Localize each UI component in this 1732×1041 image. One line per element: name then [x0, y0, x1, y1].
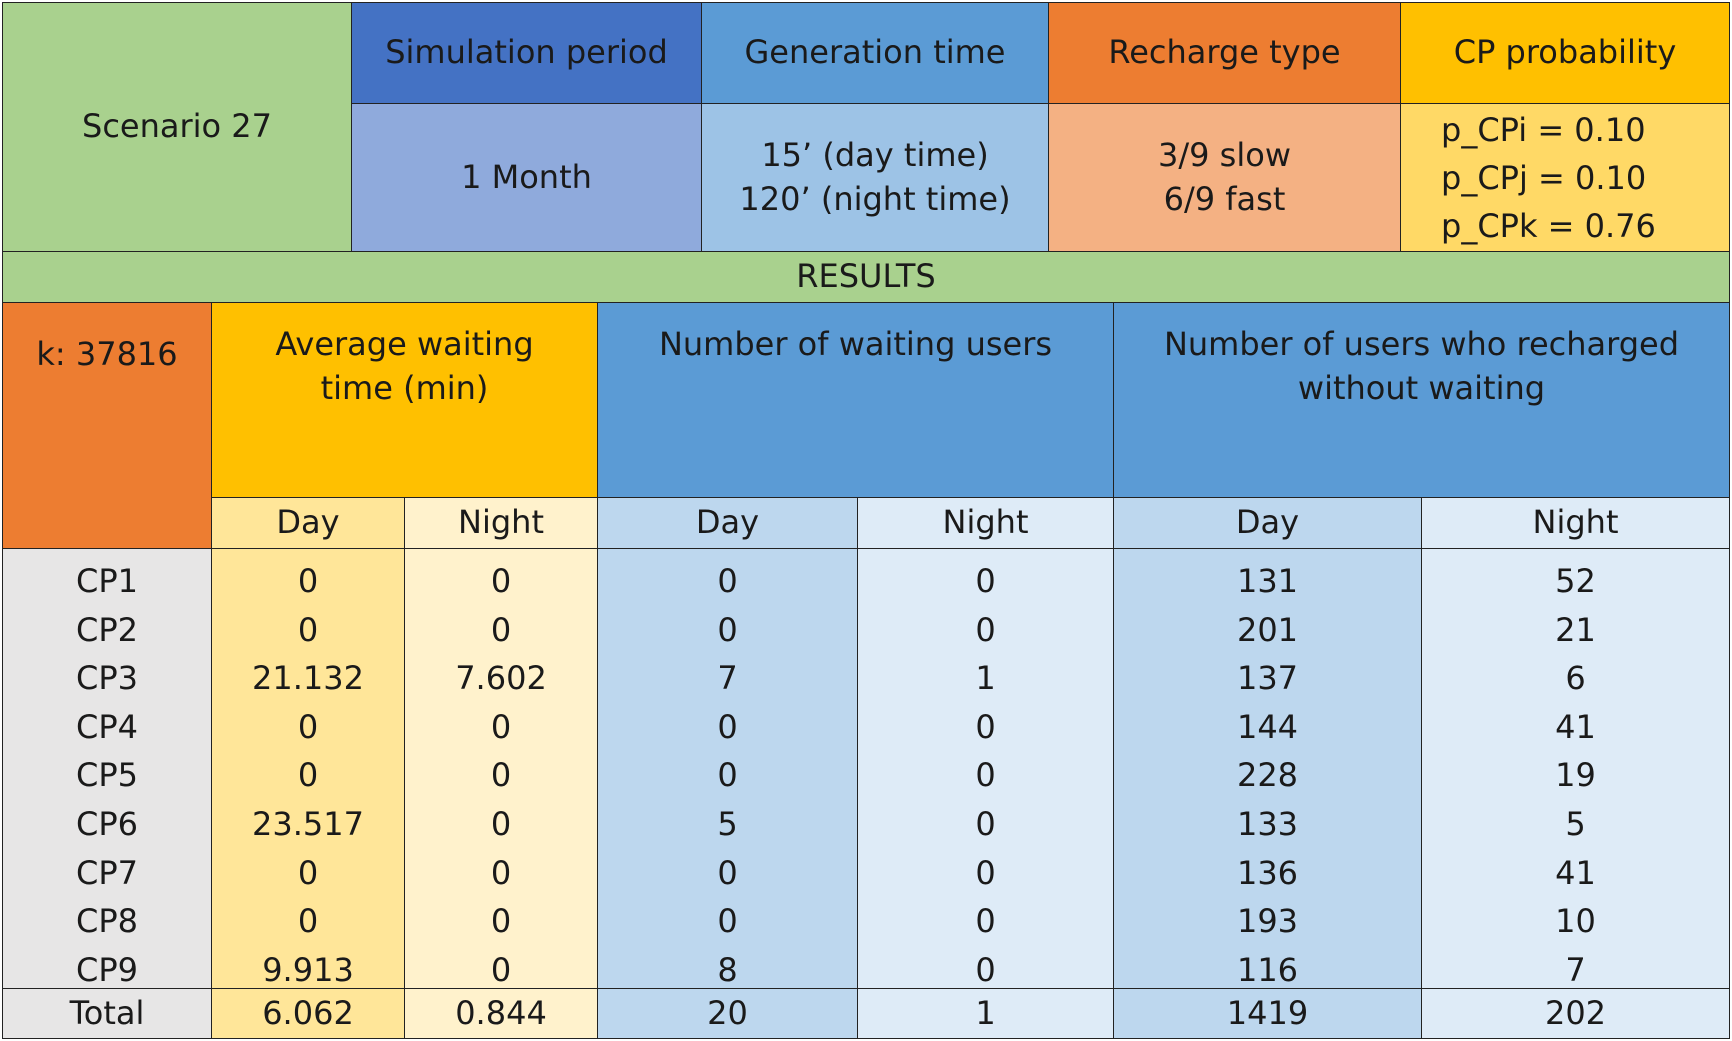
cell-nowait_day-cp3: 137 — [1236, 659, 1299, 698]
total-label: Total — [2, 988, 212, 1039]
k-label: k: 37816 — [2, 302, 212, 549]
nowait-night-header: Night — [1421, 497, 1730, 549]
cell-wait_night-cp3: 1 — [975, 659, 996, 698]
wait-day-header: Day — [597, 497, 858, 549]
cell-wait_night-cp6: 0 — [975, 804, 996, 843]
cell-cp-cp4: CP4 — [76, 707, 138, 746]
cell-avg_night-cp7: 0 — [490, 853, 512, 892]
wait-day-column: 0 0 7 0 0 5 0 0 8 — [597, 548, 858, 989]
cell-wait_night-cp2: 0 — [975, 610, 996, 649]
recharge-type-header: Recharge type — [1048, 2, 1401, 104]
total-avg-night: 0.844 — [404, 988, 598, 1039]
cell-wait_night-cp9: 0 — [975, 950, 996, 989]
nowait-day-header: Day — [1113, 497, 1422, 549]
cell-wait_day-cp9: 8 — [717, 950, 738, 989]
cell-avg_day-cp3: 21.132 — [252, 659, 364, 698]
cell-wait_night-cp8: 0 — [975, 902, 996, 941]
cell-nowait_night-cp4: 41 — [1555, 707, 1596, 746]
cell-nowait_day-cp5: 228 — [1236, 756, 1299, 795]
wait-night-column: 0 0 1 0 0 0 0 0 0 — [857, 548, 1114, 989]
avg-night-column: 0 0 7.602 0 0 0 0 0 0 — [404, 548, 598, 989]
cell-wait_day-cp5: 0 — [717, 756, 738, 795]
cell-avg_day-cp8: 0 — [297, 902, 319, 941]
cell-nowait_day-cp1: 131 — [1236, 562, 1299, 600]
cell-cp-cp2: CP2 — [76, 610, 138, 649]
total-nowait-day: 1419 — [1113, 988, 1422, 1039]
cp-probability-value: p_CPi = 0.10 p_CPj = 0.10 p_CPk = 0.76 — [1400, 103, 1730, 252]
cell-avg_day-cp9: 9.913 — [262, 950, 354, 989]
cell-nowait_night-cp5: 19 — [1555, 756, 1596, 795]
total-wait-day: 20 — [597, 988, 858, 1039]
cell-nowait_night-cp3: 6 — [1565, 659, 1586, 698]
cell-avg_night-cp4: 0 — [490, 707, 512, 746]
cell-avg_day-cp4: 0 — [297, 707, 319, 746]
cell-cp-cp7: CP7 — [76, 853, 138, 892]
total-avg-day: 6.062 — [211, 988, 405, 1039]
recharge-type-value: 3/9 slow 6/9 fast — [1048, 103, 1401, 252]
cell-wait_night-cp1: 0 — [975, 562, 996, 600]
total-wait-night: 1 — [857, 988, 1114, 1039]
cell-cp-cp5: CP5 — [76, 756, 138, 795]
waiting-users-header: Number of waiting users — [597, 302, 1114, 498]
cell-avg_night-cp6: 0 — [490, 804, 512, 843]
cell-wait_day-cp8: 0 — [717, 902, 738, 941]
cell-nowait_night-cp7: 41 — [1555, 853, 1596, 892]
nowait-day-column: 131 201 137 144 228 133 136 193 116 — [1113, 548, 1422, 989]
cell-cp-cp9: CP9 — [76, 950, 138, 989]
cp-label-column: CP1 CP2 CP3 CP4 CP5 CP6 CP7 CP8 CP9 — [2, 548, 212, 989]
generation-time-header: Generation time — [701, 2, 1049, 104]
cell-nowait_night-cp9: 7 — [1565, 950, 1586, 989]
cell-nowait_night-cp1: 52 — [1555, 562, 1596, 600]
avg-day-header: Day — [211, 497, 405, 549]
scenario-label: Scenario 27 — [2, 2, 352, 252]
cell-wait_day-cp7: 0 — [717, 853, 738, 892]
cell-wait_day-cp4: 0 — [717, 707, 738, 746]
cell-avg_day-cp2: 0 — [297, 610, 319, 649]
cell-avg_day-cp5: 0 — [297, 756, 319, 795]
cell-wait_day-cp1: 0 — [717, 562, 738, 600]
cell-avg_night-cp5: 0 — [490, 756, 512, 795]
cp-probability-header: CP probability — [1400, 2, 1730, 104]
cell-nowait_day-cp8: 193 — [1236, 902, 1299, 941]
cell-nowait_day-cp6: 133 — [1236, 804, 1299, 843]
cell-wait_day-cp3: 7 — [717, 659, 738, 698]
cell-nowait_day-cp2: 201 — [1236, 610, 1299, 649]
wait-night-header: Night — [857, 497, 1114, 549]
cell-wait_night-cp4: 0 — [975, 707, 996, 746]
no-wait-users-header: Number of users who recharged without wa… — [1113, 302, 1730, 498]
cell-cp-cp1: CP1 — [76, 562, 138, 600]
avg-waiting-time-header: Average waiting time (min) — [211, 302, 598, 498]
cell-nowait_night-cp2: 21 — [1555, 610, 1596, 649]
total-nowait-night: 202 — [1421, 988, 1730, 1039]
cell-avg_night-cp8: 0 — [490, 902, 512, 941]
cell-wait_night-cp5: 0 — [975, 756, 996, 795]
cell-cp-cp3: CP3 — [76, 659, 138, 698]
cell-avg_night-cp9: 0 — [490, 950, 512, 989]
cell-avg_night-cp1: 0 — [490, 562, 512, 600]
cell-nowait_night-cp8: 10 — [1555, 902, 1596, 941]
cell-avg_night-cp3: 7.602 — [455, 659, 547, 698]
generation-time-value: 15’ (day time) 120’ (night time) — [701, 103, 1049, 252]
simulation-period-header: Simulation period — [351, 2, 702, 104]
cell-nowait_day-cp7: 136 — [1236, 853, 1299, 892]
cell-nowait_night-cp6: 5 — [1565, 804, 1586, 843]
cell-avg_day-cp6: 23.517 — [252, 804, 364, 843]
cell-nowait_day-cp9: 116 — [1236, 950, 1299, 989]
cell-cp-cp8: CP8 — [76, 902, 138, 941]
cell-wait_day-cp2: 0 — [717, 610, 738, 649]
cell-nowait_day-cp4: 144 — [1236, 707, 1299, 746]
cell-avg_night-cp2: 0 — [490, 610, 512, 649]
cell-wait_night-cp7: 0 — [975, 853, 996, 892]
nowait-night-column: 52 21 6 41 19 5 41 10 7 — [1421, 548, 1730, 989]
cell-avg_day-cp7: 0 — [297, 853, 319, 892]
cell-cp-cp6: CP6 — [76, 804, 138, 843]
results-band: RESULTS — [2, 251, 1730, 303]
cell-avg_day-cp1: 0 — [297, 562, 319, 600]
avg-night-header: Night — [404, 497, 598, 549]
avg-day-column: 0 0 21.132 0 0 23.517 0 0 9.913 — [211, 548, 405, 989]
cell-wait_day-cp6: 5 — [717, 804, 738, 843]
simulation-period-value: 1 Month — [351, 103, 702, 252]
